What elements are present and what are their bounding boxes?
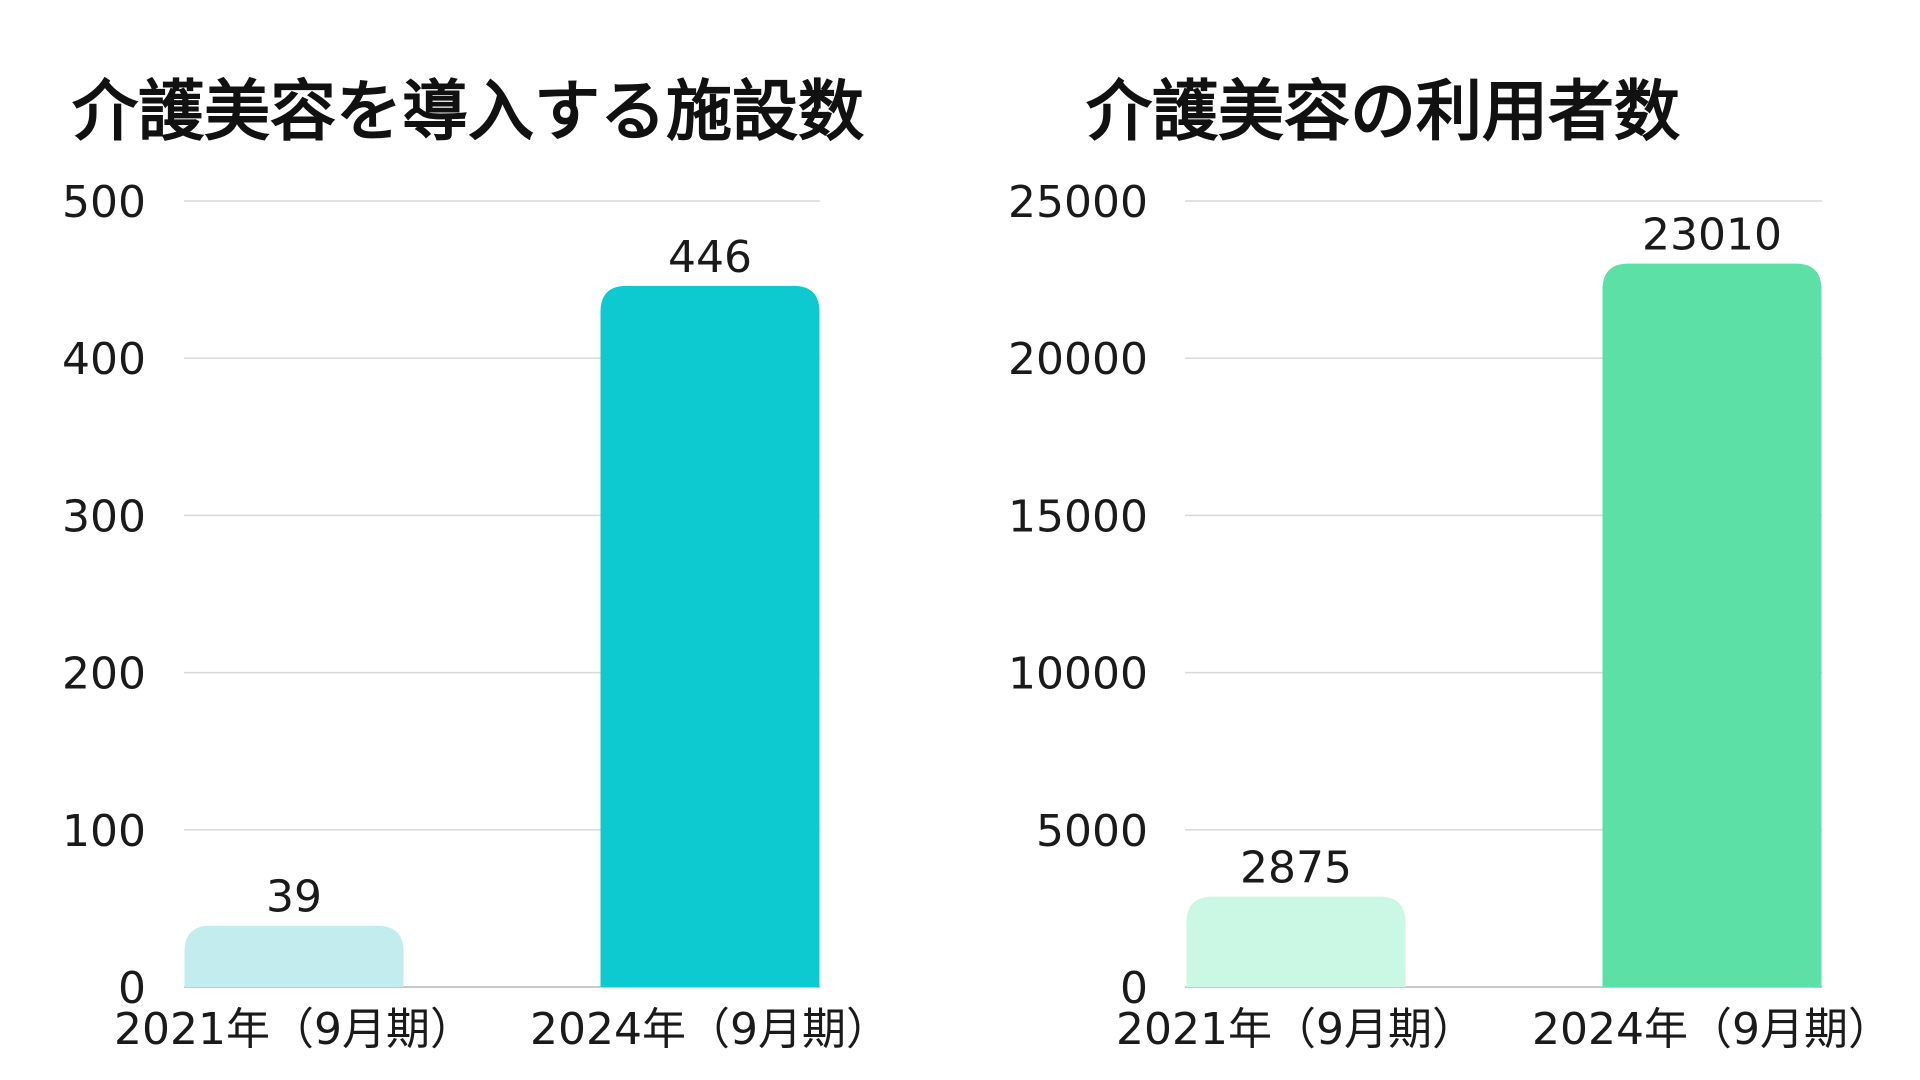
y-tick-label: 500: [62, 177, 146, 228]
x-category-label: 2021年（9月期）: [114, 1004, 474, 1055]
y-tick-label: 0: [1120, 963, 1148, 1014]
y-tick-label: 400: [62, 334, 146, 385]
y-tick-label: 300: [62, 491, 146, 542]
bar: [1186, 896, 1406, 987]
y-tick-label: 200: [62, 649, 146, 700]
users-chart-plot: 0 5000 10000 15000 20000 25000 2875 2021年（9月期） 2…: [1008, 177, 1892, 1055]
data-label: 2875: [1240, 843, 1352, 894]
data-label: 23010: [1642, 210, 1782, 261]
chart-title: 介護美容を導入する施設数: [72, 73, 864, 150]
users-chart: 介護美容の利用者数 0 5000 10000 15000 20000 25000 2875 2…: [960, 0, 1920, 1080]
data-label: 446: [668, 232, 752, 283]
y-tick-label: 5000: [1036, 806, 1148, 857]
y-tick-label: 20000: [1008, 334, 1148, 385]
chart-title: 介護美容の利用者数: [1086, 73, 1680, 150]
bar: [600, 285, 820, 987]
y-tick-label: 10000: [1008, 649, 1148, 700]
y-tick-label: 15000: [1008, 491, 1148, 542]
facilities-chart-plot: 0 100 200 300 400 500 39 2021年（9月期） 446 2024年（9月期…: [62, 177, 890, 1055]
bar: [1602, 263, 1822, 987]
x-category-label: 2024年（9月期）: [1532, 1004, 1892, 1055]
y-tick-label: 25000: [1008, 177, 1148, 228]
y-tick-label: 0: [118, 963, 146, 1014]
bar: [184, 925, 404, 987]
x-category-label: 2024年（9月期）: [530, 1004, 890, 1055]
y-tick-label: 100: [62, 806, 146, 857]
x-category-label: 2021年（9月期）: [1116, 1004, 1476, 1055]
facilities-chart: 介護美容を導入する施設数 0 100 200 300 400 500 39 2021年（9月期…: [62, 73, 890, 1055]
data-label: 39: [266, 872, 322, 923]
